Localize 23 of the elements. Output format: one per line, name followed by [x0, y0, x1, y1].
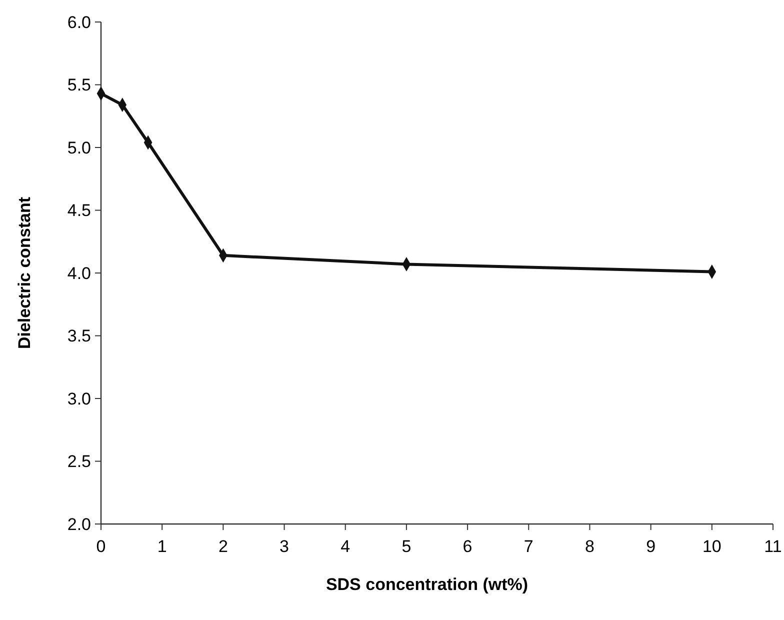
x-tick-label: 7 — [524, 537, 534, 556]
y-tick-label: 5.0 — [67, 138, 91, 158]
y-axis-title: Dielectric constant — [15, 196, 34, 350]
y-tick-label: 2.0 — [67, 514, 91, 534]
y-tick-label: 6.0 — [67, 12, 91, 32]
y-tick-label: 4.0 — [67, 264, 91, 283]
x-tick-label: 5 — [402, 537, 412, 556]
x-tick-label: 4 — [340, 537, 350, 556]
x-tick-label: 9 — [646, 537, 656, 556]
y-tick-label: 4.5 — [67, 201, 91, 220]
x-tick-label: 3 — [280, 537, 290, 556]
y-tick-label: 3.5 — [67, 326, 91, 346]
y-tick-label: 5.5 — [67, 76, 91, 95]
x-tick-label: 8 — [584, 537, 594, 556]
x-tick-label: 10 — [702, 537, 722, 556]
x-tick-label: 2 — [218, 537, 228, 556]
x-tick-label: 11 — [764, 537, 782, 556]
y-tick-label: 2.5 — [67, 452, 91, 472]
x-axis-title: SDS concentration (wt%) — [326, 575, 528, 594]
x-tick-label: 6 — [462, 537, 472, 556]
y-tick-label: 3.0 — [67, 389, 91, 408]
x-tick-label: 1 — [157, 537, 167, 556]
x-tick-label: 0 — [96, 537, 106, 556]
